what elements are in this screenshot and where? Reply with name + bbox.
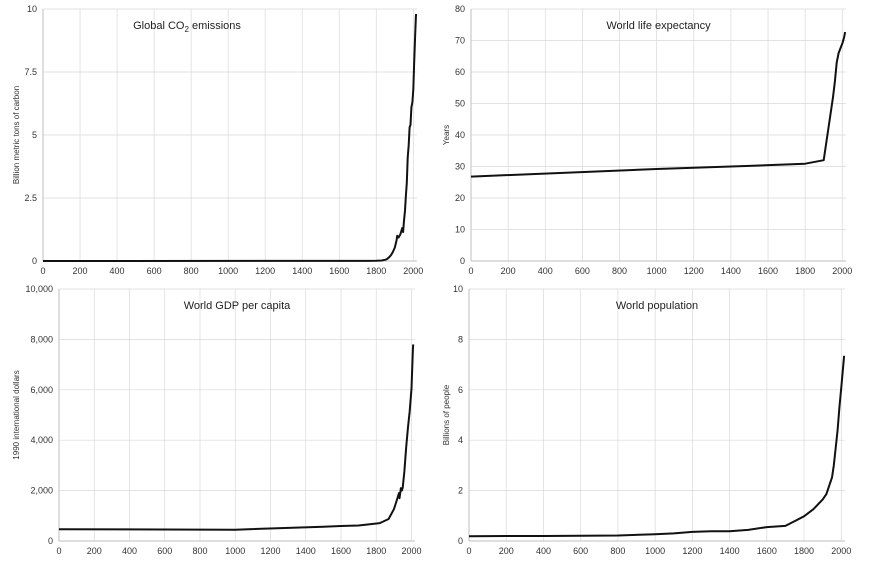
x-tick-label: 1600 bbox=[329, 266, 349, 276]
x-tick-label: 600 bbox=[157, 546, 172, 556]
x-tick-label: 0 bbox=[466, 546, 471, 556]
series-line bbox=[42, 13, 418, 262]
x-tick-label: 600 bbox=[573, 546, 588, 556]
y-axis-label: 1990 international dollars bbox=[12, 370, 21, 459]
x-tick-label: 400 bbox=[536, 546, 551, 556]
x-tick-label: 1200 bbox=[260, 546, 280, 556]
x-tick-label: 800 bbox=[184, 266, 199, 276]
life-expectancy-chart: 0 200 400 600 800 1000 1200 1400 1600 1800 2000 0 10… bbox=[442, 4, 852, 276]
x-tick-label: 1400 bbox=[721, 266, 741, 276]
y-tick-label: 60 bbox=[455, 67, 465, 77]
x-tick-label: 200 bbox=[501, 266, 516, 276]
x-tick-label: 2000 bbox=[403, 266, 423, 276]
chart-title: World life expectancy bbox=[606, 20, 711, 32]
series-line bbox=[470, 31, 847, 178]
y-tick-label: 7.5 bbox=[24, 67, 37, 77]
y-tick-label: 70 bbox=[455, 36, 465, 46]
y-tick-label: 2.5 bbox=[24, 193, 37, 203]
y-tick-label: 8,000 bbox=[30, 334, 53, 344]
x-tick-label: 600 bbox=[147, 266, 162, 276]
x-tick-label: 2000 bbox=[832, 266, 852, 276]
x-tick-label: 0 bbox=[468, 266, 473, 276]
x-tick-label: 200 bbox=[499, 546, 514, 556]
x-tick-label: 1800 bbox=[795, 266, 815, 276]
chart-title-part: Global CO bbox=[133, 20, 185, 32]
y-tick-label: 2,000 bbox=[30, 486, 53, 496]
x-tick-label: 1000 bbox=[645, 546, 665, 556]
x-tick-label: 1200 bbox=[682, 546, 702, 556]
x-tick-label: 0 bbox=[56, 546, 61, 556]
chart-title-subscript: 2 bbox=[184, 25, 189, 34]
y-tick-label: 10 bbox=[453, 284, 463, 294]
y-tick-label: 50 bbox=[455, 99, 465, 109]
x-tick-label: 1400 bbox=[292, 266, 312, 276]
y-tick-label: 4,000 bbox=[30, 435, 53, 445]
y-tick-label: 0 bbox=[460, 256, 465, 266]
x-tick-label: 1200 bbox=[684, 266, 704, 276]
world-population-chart: 0 200 400 600 800 1000 1200 1400 1600 1800 2000 0 2 4… bbox=[442, 284, 851, 556]
y-axis-label: Billion metric tons of carbon bbox=[12, 86, 21, 184]
x-tick-label: 600 bbox=[575, 266, 590, 276]
y-tick-label: 20 bbox=[455, 193, 465, 203]
x-tick-label: 1000 bbox=[218, 266, 238, 276]
gdp-per-capita-chart: 0 200 400 600 800 1000 1200 1400 1600 1800 2000 0 2,… bbox=[12, 284, 421, 556]
y-tick-label: 4 bbox=[458, 435, 463, 445]
x-tick-label: 200 bbox=[87, 546, 102, 556]
x-tick-label: 1400 bbox=[296, 546, 316, 556]
x-tick-label: 800 bbox=[612, 266, 627, 276]
x-tick-label: 1200 bbox=[255, 266, 275, 276]
x-tick-label: 400 bbox=[110, 266, 125, 276]
x-tick-label: 2000 bbox=[831, 546, 851, 556]
y-tick-label: 0 bbox=[32, 256, 37, 266]
x-tick-label: 1800 bbox=[366, 546, 386, 556]
y-tick-label: 10 bbox=[27, 4, 37, 14]
y-tick-label: 10,000 bbox=[25, 284, 53, 294]
y-tick-label: 8 bbox=[458, 334, 463, 344]
y-tick-label: 40 bbox=[455, 130, 465, 140]
y-tick-label: 0 bbox=[48, 536, 53, 546]
x-tick-label: 1600 bbox=[757, 546, 777, 556]
co2-emissions-chart: 0 200 400 600 800 1000 1200 1400 1600 1800 2000 0 2.… bbox=[12, 4, 423, 276]
x-tick-label: 2000 bbox=[401, 546, 421, 556]
y-axis-label: Billions of people bbox=[442, 384, 451, 445]
y-tick-label: 5 bbox=[32, 130, 37, 140]
chart-title: World GDP per capita bbox=[184, 300, 291, 312]
x-tick-label: 400 bbox=[538, 266, 553, 276]
chart-title-part: emissions bbox=[189, 20, 241, 32]
chart-title: World population bbox=[616, 300, 698, 312]
series-line bbox=[468, 355, 846, 538]
x-tick-label: 1800 bbox=[366, 266, 386, 276]
x-tick-label: 1600 bbox=[758, 266, 778, 276]
y-tick-label: 10 bbox=[455, 225, 465, 235]
chart-title: Global CO2 emissions bbox=[133, 20, 241, 34]
x-tick-label: 200 bbox=[73, 266, 88, 276]
y-tick-label: 0 bbox=[458, 536, 463, 546]
y-axis-label: Years bbox=[442, 125, 451, 145]
x-tick-label: 800 bbox=[192, 546, 207, 556]
x-tick-label: 1800 bbox=[794, 546, 814, 556]
series-line bbox=[58, 344, 415, 531]
x-tick-label: 1000 bbox=[647, 266, 667, 276]
x-tick-label: 0 bbox=[40, 266, 45, 276]
y-tick-label: 80 bbox=[455, 4, 465, 14]
x-tick-label: 1400 bbox=[720, 546, 740, 556]
x-tick-label: 1000 bbox=[225, 546, 245, 556]
y-tick-label: 6 bbox=[458, 385, 463, 395]
y-tick-label: 2 bbox=[458, 486, 463, 496]
x-tick-label: 400 bbox=[122, 546, 137, 556]
x-tick-label: 1600 bbox=[331, 546, 351, 556]
x-tick-label: 800 bbox=[610, 546, 625, 556]
y-tick-label: 6,000 bbox=[30, 385, 53, 395]
y-tick-label: 30 bbox=[455, 162, 465, 172]
